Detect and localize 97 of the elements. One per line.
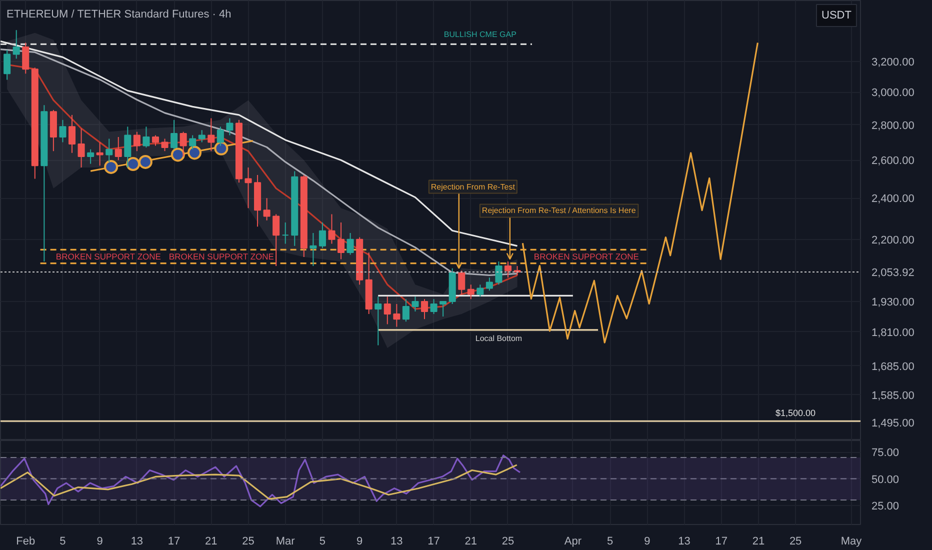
y-axis-title: USDT (822, 10, 852, 22)
text: ETHEREUM / TETHER Standard Futures · 4h (6, 8, 232, 20)
x-tick-label: 13 (390, 536, 403, 548)
x-tick-label: 9 (356, 536, 363, 548)
y-tick-label: 2,400.00 (872, 193, 914, 206)
candlestick (59, 119, 66, 143)
y-tick-label: 2,200.00 (872, 234, 914, 246)
x-tick-label: 13 (678, 536, 690, 548)
annotation: Rejection From Re-Test / Attentions Is Here (482, 206, 636, 216)
candlestick (486, 277, 493, 292)
point (170, 148, 185, 162)
y-tick-label: 1,930.00 (872, 296, 914, 309)
candlestick (96, 142, 104, 166)
candlestick (430, 298, 438, 314)
annotation: Rejection From Re-Test (430, 182, 516, 192)
annotation: BROKEN SUPPORT ZONE (534, 252, 640, 262)
candlestick (338, 222, 345, 260)
candlestick (180, 131, 187, 158)
candlestick (216, 126, 224, 146)
candlestick (384, 296, 391, 325)
annotation: BROKEN SUPPORT ZONE (56, 252, 162, 262)
x-tick-label: 17 (428, 536, 440, 548)
candlestick (106, 138, 113, 162)
candlestick (124, 126, 132, 168)
y-tick-label: 3,200.00 (872, 56, 914, 69)
candlestick (476, 284, 484, 298)
y-tick-label: 1,495.00 (872, 418, 914, 430)
candlestick (12, 30, 20, 60)
candlestick (393, 304, 400, 328)
x-tick-label: 5 (606, 536, 614, 548)
candlestick (346, 232, 354, 256)
y-tick-label: 25.00 (872, 500, 900, 512)
candlestick (133, 131, 140, 152)
x-tick-label: 25 (502, 536, 514, 548)
x-tick-label: 17 (168, 536, 180, 548)
y-tick-label: 1,810.00 (872, 326, 914, 339)
candlestick (226, 118, 234, 136)
candlestick (318, 222, 326, 249)
candlestick (420, 298, 428, 320)
y-tick-label: 3,000.00 (872, 87, 914, 100)
x-tick-label: Apr (564, 536, 582, 548)
candlestick (272, 214, 280, 267)
candlestick (161, 138, 168, 152)
candlestick (412, 296, 419, 312)
candlestick (328, 214, 336, 244)
candlestick (68, 114, 76, 154)
candlestick (374, 296, 382, 346)
x-tick-label: May (840, 536, 862, 548)
y-tick-label: 75.00 (872, 447, 900, 460)
x-tick-label: 5 (60, 536, 66, 548)
candlestick (514, 266, 521, 276)
x-tick-label: 21 (205, 536, 218, 548)
candlestick (198, 130, 206, 143)
candlestick (310, 232, 317, 267)
candlestick (114, 136, 122, 161)
ref-line-label: 2,053.92 (872, 267, 914, 280)
candlestick (78, 128, 85, 168)
y-tick-label: 50.00 (872, 474, 900, 486)
annotation: BULLISH CME GAP (444, 30, 516, 40)
y-tick-label: 1,685.00 (872, 360, 914, 373)
candlestick (189, 134, 196, 150)
candlestick (495, 260, 502, 286)
point (104, 160, 118, 174)
candlestick (22, 42, 30, 74)
y-tick-label: 2,600.00 (872, 155, 914, 168)
x-tick-label: 5 (319, 536, 326, 548)
x-tick-label: 9 (644, 536, 650, 548)
candlestick (504, 260, 512, 278)
candlestick (458, 270, 466, 295)
candlestick (87, 148, 94, 164)
x-tick-label: Mar (276, 536, 296, 548)
x-tick-label: 21 (752, 536, 765, 548)
y-tick-label: 1,585.00 (872, 390, 914, 402)
x-tick-label: 25 (242, 536, 254, 548)
y-tick-label: 2,800.00 (872, 120, 914, 132)
point (126, 157, 140, 171)
candlestick (263, 198, 270, 221)
candlestick (402, 298, 410, 322)
x-tick-label: 17 (715, 536, 728, 548)
x-tick-label: Feb (16, 536, 36, 548)
candlestick (170, 119, 178, 150)
x-tick-label: 13 (130, 536, 144, 548)
candlestick (208, 118, 215, 152)
candlestick (282, 222, 289, 244)
candlestick (142, 126, 150, 148)
annotation: Local Bottom (475, 334, 522, 343)
x-tick-label: 9 (96, 536, 103, 548)
candlestick (244, 167, 252, 209)
annotation: BROKEN SUPPORT ZONE (168, 252, 274, 262)
candlestick (440, 301, 447, 318)
candlestick (467, 284, 474, 300)
x-tick-label: 21 (464, 536, 478, 548)
candlestick (4, 49, 11, 80)
ref-line-label: $1,500.00 (775, 408, 816, 418)
point (214, 141, 228, 156)
candlestick (152, 134, 160, 146)
x-tick-label: 25 (789, 536, 802, 548)
